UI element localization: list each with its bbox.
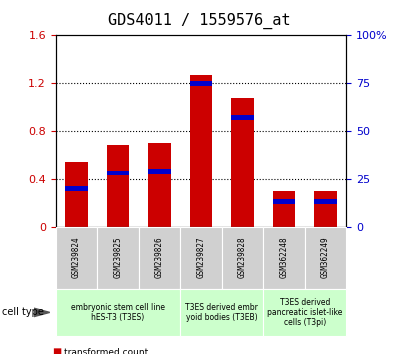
Bar (273, 199, 295, 204)
Text: cell type: cell type (2, 307, 44, 318)
Text: GSM362249: GSM362249 (321, 237, 330, 278)
Text: GSM239828: GSM239828 (238, 237, 247, 278)
Text: GSM362248: GSM362248 (279, 237, 289, 278)
Bar (314, 191, 337, 227)
Bar (231, 97, 254, 227)
Bar (189, 75, 213, 227)
Bar (107, 145, 129, 227)
Text: embryonic stem cell line
hES-T3 (T3ES): embryonic stem cell line hES-T3 (T3ES) (71, 303, 165, 322)
Text: ■: ■ (52, 347, 61, 354)
Bar (65, 162, 88, 227)
Text: transformed count: transformed count (64, 348, 148, 354)
Text: T3ES derived embr
yoid bodies (T3EB): T3ES derived embr yoid bodies (T3EB) (185, 303, 258, 322)
Polygon shape (34, 308, 50, 317)
Text: GSM239824: GSM239824 (72, 237, 81, 278)
Bar (231, 115, 254, 120)
Bar (65, 186, 88, 191)
Bar (148, 143, 171, 227)
Bar (273, 191, 295, 227)
Bar (314, 199, 337, 204)
Bar (148, 169, 171, 173)
Bar (189, 81, 213, 86)
Text: GDS4011 / 1559576_at: GDS4011 / 1559576_at (108, 12, 290, 29)
Bar (107, 171, 129, 176)
Text: GSM239827: GSM239827 (197, 237, 205, 278)
Text: GSM239826: GSM239826 (155, 237, 164, 278)
Text: GSM239825: GSM239825 (113, 237, 123, 278)
Text: T3ES derived
pancreatic islet-like
cells (T3pi): T3ES derived pancreatic islet-like cells… (267, 297, 342, 327)
